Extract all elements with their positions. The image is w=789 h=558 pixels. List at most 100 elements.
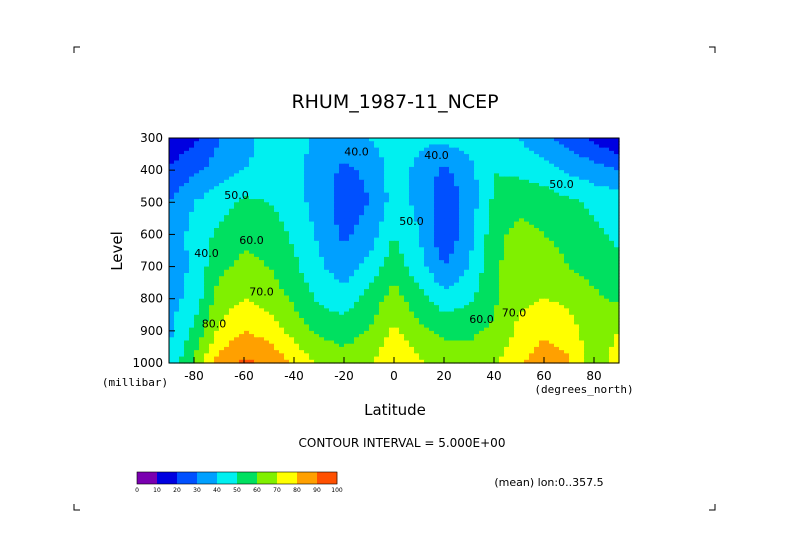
heatmap-cell: [534, 215, 540, 219]
heatmap-cell: [414, 279, 420, 284]
heatmap-cell: [214, 192, 220, 197]
heatmap-cell: [199, 211, 205, 216]
heatmap-cell: [334, 154, 340, 158]
heatmap-cell: [284, 311, 290, 316]
heatmap-cell: [539, 228, 545, 232]
heatmap-cell: [609, 163, 615, 168]
heatmap-cell: [264, 247, 270, 252]
heatmap-cell: [564, 285, 570, 290]
heatmap-cell: [464, 298, 470, 303]
heatmap-cell: [564, 247, 570, 252]
heatmap-cell: [384, 170, 390, 174]
heatmap-cell: [569, 305, 575, 309]
heatmap-cell: [324, 244, 330, 248]
heatmap-cell: [199, 234, 205, 239]
heatmap-cell: [334, 195, 340, 200]
heatmap-cell: [609, 170, 615, 174]
heatmap-cell: [189, 195, 195, 200]
heatmap-cell: [324, 208, 330, 213]
heatmap-cell: [604, 301, 610, 306]
heatmap-cell: [424, 160, 430, 165]
heatmap-cell: [274, 141, 280, 146]
heatmap-cell: [194, 256, 200, 261]
heatmap-cell: [584, 269, 590, 274]
heatmap-cell: [549, 199, 555, 203]
heatmap-cell: [484, 170, 490, 174]
heatmap-cell: [314, 273, 320, 277]
heatmap-cell: [569, 234, 575, 239]
heatmap-cell: [289, 263, 295, 268]
heatmap-cell: [254, 173, 260, 178]
heatmap-cell: [329, 228, 335, 232]
heatmap-cell: [209, 166, 215, 171]
heatmap-cell: [184, 234, 190, 239]
heatmap-cell: [584, 218, 590, 223]
heatmap-cell: [284, 211, 290, 216]
heatmap-cell: [354, 234, 360, 239]
heatmap-cell: [359, 298, 365, 303]
heatmap-cell: [484, 295, 490, 300]
heatmap-cell: [219, 154, 225, 158]
heatmap-cell: [414, 195, 420, 200]
heatmap-cell: [399, 244, 405, 248]
heatmap-cell: [589, 266, 595, 271]
heatmap-cell: [299, 240, 305, 245]
heatmap-cell: [604, 189, 610, 194]
heatmap-cell: [284, 150, 290, 155]
heatmap-cell: [239, 298, 245, 303]
heatmap-cell: [539, 166, 545, 171]
heatmap-cell: [539, 221, 545, 226]
heatmap-cell: [329, 173, 335, 178]
heatmap-cell: [609, 305, 615, 309]
heatmap-cell: [584, 231, 590, 236]
heatmap-cell: [424, 256, 430, 261]
heatmap-cell: [189, 231, 195, 236]
heatmap-cell: [529, 311, 535, 316]
heatmap-cell: [534, 141, 540, 146]
heatmap-cell: [519, 282, 525, 287]
heatmap-cell: [534, 173, 540, 178]
heatmap-cell: [439, 305, 445, 309]
heatmap-cell: [424, 211, 430, 216]
heatmap-cell: [484, 305, 490, 309]
heatmap-cell: [279, 266, 285, 271]
heatmap-cell: [419, 205, 425, 210]
heatmap-cell: [424, 228, 430, 232]
heatmap-cell: [469, 154, 475, 158]
heatmap-cell: [334, 273, 340, 277]
heatmap-cell: [539, 170, 545, 174]
heatmap-cell: [339, 231, 345, 236]
heatmap-cell: [424, 308, 430, 313]
heatmap-cell: [409, 160, 415, 165]
heatmap-cell: [394, 192, 400, 197]
heatmap-cell: [614, 163, 620, 168]
heatmap-cell: [309, 173, 315, 178]
heatmap-cell: [524, 224, 530, 229]
heatmap-cell: [369, 224, 375, 229]
heatmap-cell: [534, 205, 540, 210]
heatmap-cell: [269, 221, 275, 226]
heatmap-cell: [199, 298, 205, 303]
heatmap-cell: [244, 144, 250, 149]
heatmap-cell: [379, 237, 385, 242]
heatmap-cell: [569, 138, 575, 142]
heatmap-cell: [234, 173, 240, 178]
heatmap-cell: [354, 298, 360, 303]
heatmap-cell: [394, 240, 400, 245]
heatmap-cell: [219, 205, 225, 210]
heatmap-cell: [439, 298, 445, 303]
heatmap-cell: [574, 276, 580, 281]
heatmap-cell: [614, 205, 620, 210]
heatmap-cell: [369, 144, 375, 149]
heatmap-cell: [604, 202, 610, 207]
heatmap-cell: [374, 157, 380, 162]
heatmap-cell: [464, 147, 470, 152]
heatmap-cell: [214, 170, 220, 174]
heatmap-cell: [304, 138, 310, 142]
heatmap-cell: [579, 295, 585, 300]
heatmap-cell: [554, 250, 560, 255]
heatmap-cell: [349, 166, 355, 171]
heatmap-cell: [314, 154, 320, 158]
heatmap-cell: [579, 276, 585, 281]
heatmap-cell: [499, 205, 505, 210]
